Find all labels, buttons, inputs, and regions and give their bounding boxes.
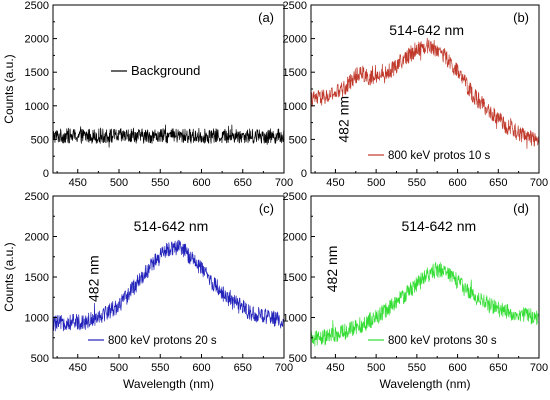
y-tick-label-b-2: 1000 <box>283 101 307 113</box>
panel-c: 450 500 550 600 650 700 500 1000 1500 2000 2500 (c)… <box>2 191 293 391</box>
panel-a: 450 500 550 600 650 700 0 500 1000 1500 2000 2500 (a… <box>2 0 293 189</box>
x-tick-label-a-0: 450 <box>69 177 87 189</box>
panel-label-a: (a) <box>258 10 274 25</box>
legend-label-d: 800 keV protons 30 s <box>388 335 497 347</box>
plot-frame-a <box>52 4 285 174</box>
x-tick-label-b-1: 500 <box>367 177 385 189</box>
x-tick-label-d-4: 650 <box>489 362 507 374</box>
x-tick-label-b-5: 700 <box>530 177 548 189</box>
x-tick-label-c-1: 500 <box>110 362 128 374</box>
annotation-c-0: 514-642 nm <box>134 218 209 234</box>
spectrum-line-b <box>310 37 540 149</box>
legend-label-c: 800 keV protons 20 s <box>108 335 217 347</box>
x-tick-label-a-3: 600 <box>192 177 210 189</box>
panel-label-b: (b) <box>513 10 529 25</box>
x-tick-label-c-3: 600 <box>192 362 210 374</box>
x-tick-label-d-3: 600 <box>448 362 466 374</box>
y-tick-label-b-5: 2500 <box>283 0 307 12</box>
y-tick-label-d-1: 1000 <box>283 313 307 325</box>
x-tick-label-c-4: 650 <box>234 362 252 374</box>
y-tick-label-b-0: 0 <box>301 168 307 180</box>
x-tick-label-b-4: 650 <box>489 177 507 189</box>
x-tick-label-b-2: 550 <box>408 177 426 189</box>
x-tick-label-d-2: 550 <box>408 362 426 374</box>
y-axis-title-c: Counts (a.u.) <box>2 242 16 311</box>
x-tick-label-a-2: 550 <box>151 177 169 189</box>
y-tick-label-d-4: 2500 <box>283 191 307 203</box>
y-tick-label-a-1: 500 <box>31 134 49 146</box>
y-tick-label-d-2: 1500 <box>283 272 307 284</box>
x-tick-label-a-4: 650 <box>234 177 252 189</box>
spectrum-line-c <box>52 239 285 332</box>
legend-label-a: Background <box>131 63 200 78</box>
x-tick-label-c-2: 550 <box>151 362 169 374</box>
x-tick-label-c-0: 450 <box>69 362 87 374</box>
y-axis-title-a: Counts (a.u.) <box>2 54 16 123</box>
y-tick-label-d-0: 500 <box>289 353 307 365</box>
y-tick-label-c-1: 1000 <box>25 313 49 325</box>
x-tick-label-b-0: 450 <box>326 177 344 189</box>
annotation-b-1: 482 nm <box>335 96 351 143</box>
x-tick-label-d-1: 500 <box>367 362 385 374</box>
y-tick-label-c-3: 2000 <box>25 232 49 244</box>
x-axis-title-c: Wavelength (nm) <box>123 377 214 391</box>
panel-d: 450 500 550 600 650 700 500 1000 1500 2000 2500 (d)… <box>283 191 549 391</box>
x-tick-label-b-3: 600 <box>448 177 466 189</box>
y-tick-label-a-0: 0 <box>43 168 49 180</box>
y-tick-label-b-4: 2000 <box>283 34 307 46</box>
y-tick-label-a-2: 1000 <box>25 101 49 113</box>
panel-label-c: (c) <box>259 201 274 216</box>
x-tick-label-d-0: 450 <box>326 362 344 374</box>
annotation-d-0: 514-642 nm <box>401 218 476 234</box>
legend-label-b: 800 keV protos 10 s <box>388 150 491 162</box>
panel-b: 450 500 550 600 650 700 0 500 1000 1500 2000 2500 (b… <box>283 0 549 189</box>
panel-label-d: (d) <box>513 201 529 216</box>
y-tick-label-a-3: 1500 <box>25 67 49 79</box>
x-tick-label-a-1: 500 <box>110 177 128 189</box>
spectrum-line-a <box>52 124 285 148</box>
y-tick-label-c-2: 1500 <box>25 272 49 284</box>
y-tick-label-b-3: 1500 <box>283 67 307 79</box>
y-tick-label-c-4: 2500 <box>25 191 49 203</box>
x-tick-label-a-5: 700 <box>275 177 293 189</box>
spectrum-line-d <box>310 262 540 347</box>
annotation-b-0: 514-642 nm <box>389 22 464 38</box>
y-tick-label-a-5: 2500 <box>25 0 49 12</box>
annotation-d-1: 482 nm <box>324 246 340 293</box>
annotation-c-1: 482 nm <box>85 255 101 302</box>
x-tick-label-d-5: 700 <box>530 362 548 374</box>
y-tick-label-a-4: 2000 <box>25 34 49 46</box>
x-axis-title-d: Wavelength (nm) <box>380 377 471 391</box>
y-tick-label-d-3: 2000 <box>283 232 307 244</box>
y-tick-label-b-1: 500 <box>289 134 307 146</box>
y-tick-label-c-0: 500 <box>31 353 49 365</box>
x-tick-label-c-5: 700 <box>275 362 293 374</box>
